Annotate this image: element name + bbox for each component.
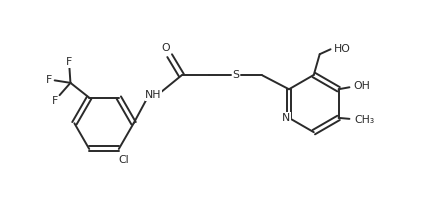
Text: CH₃: CH₃ bbox=[354, 115, 374, 125]
Text: OH: OH bbox=[353, 81, 370, 91]
Text: F: F bbox=[51, 96, 58, 106]
Text: F: F bbox=[66, 57, 73, 67]
Text: N: N bbox=[282, 113, 290, 123]
Text: O: O bbox=[161, 43, 170, 53]
Text: S: S bbox=[232, 70, 239, 80]
Text: Cl: Cl bbox=[118, 155, 129, 165]
Text: F: F bbox=[46, 75, 52, 85]
Text: NH: NH bbox=[145, 90, 161, 100]
Text: HO: HO bbox=[334, 44, 350, 54]
